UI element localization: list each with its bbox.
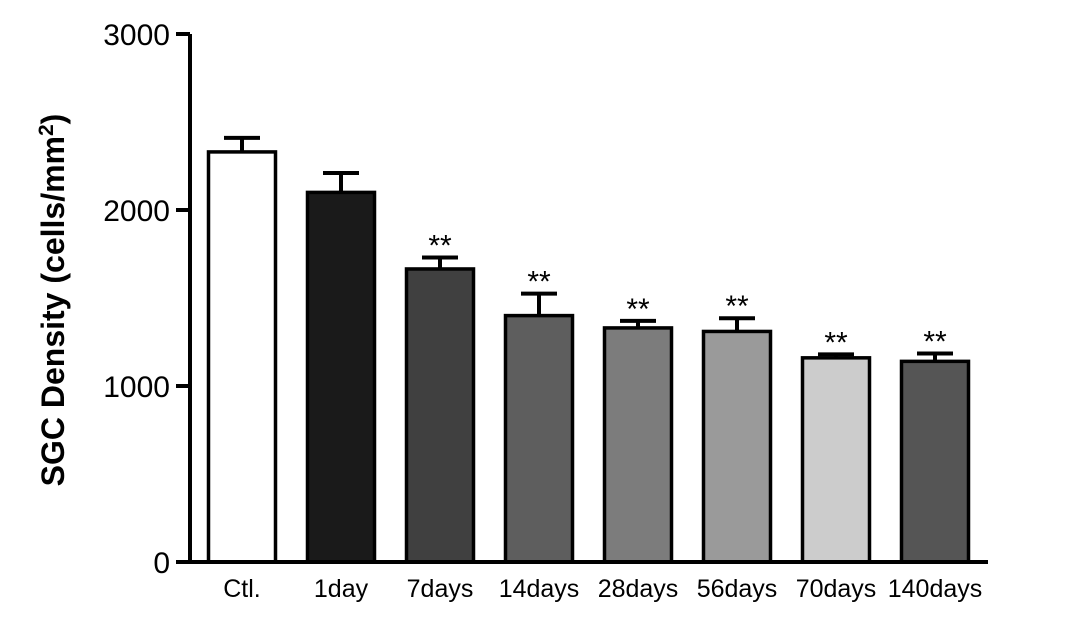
x-tick-label-3: 14days <box>499 575 580 603</box>
y-tick-label-3: 3000 <box>103 19 170 52</box>
y-axis-title-close: ) <box>35 114 71 125</box>
bar-3 <box>503 313 575 564</box>
bar-5 <box>701 329 773 564</box>
significance-marker-7: ** <box>923 325 947 358</box>
axes-group <box>176 32 988 564</box>
x-tick-label-2: 7days <box>407 575 474 603</box>
bar-0 <box>206 150 278 564</box>
bar-6 <box>800 356 872 564</box>
x-tick-label-6: 70days <box>796 575 877 603</box>
y-tick-label-2: 2000 <box>103 195 170 228</box>
x-tick-label-1: 1day <box>314 575 369 603</box>
bars-group <box>206 135 971 564</box>
significance-marker-5: ** <box>725 290 749 323</box>
bar-2 <box>404 267 476 564</box>
significance-marker-4: ** <box>626 293 650 326</box>
significance-marker-6: ** <box>824 326 848 359</box>
bar-1 <box>305 190 377 564</box>
y-axis-title: SGC Density (cells/mm2) <box>35 114 72 487</box>
x-tick-label-7: 140days <box>888 575 983 603</box>
y-tick-label-0: 0 <box>153 547 170 580</box>
x-tick-label-4: 28days <box>598 575 679 603</box>
bar-4 <box>602 326 674 564</box>
y-axis-title-main: SGC Density (cells/mm <box>35 136 71 486</box>
bar-7 <box>899 359 971 564</box>
significance-marker-3: ** <box>527 266 551 299</box>
labels-group: Ctl. 1day 7days ** 14days ** 28days ** 56days ** 7… <box>103 19 982 603</box>
x-tick-label-5: 56days <box>697 575 778 603</box>
y-axis-title-superscript: 2 <box>35 124 58 136</box>
x-tick-label-0: Ctl. <box>223 575 261 603</box>
y-tick-label-1: 1000 <box>103 371 170 404</box>
svg-text:SGC Density (cells/mm2): SGC Density (cells/mm2) <box>35 114 72 487</box>
significance-marker-2: ** <box>428 230 452 263</box>
